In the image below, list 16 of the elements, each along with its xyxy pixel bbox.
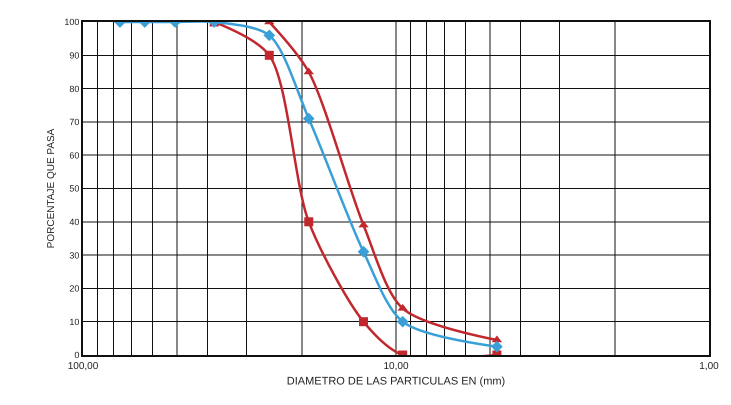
y-tick-label: 70 xyxy=(69,117,80,128)
y-tick-label: 90 xyxy=(69,50,80,60)
y-tick-label: 10 xyxy=(69,316,80,327)
y-tick-label: 80 xyxy=(69,84,80,94)
y-tick-label: 40 xyxy=(69,216,80,227)
y-tick-label: 100 xyxy=(64,17,80,28)
y-tick-label: 0 xyxy=(74,350,80,360)
y-tick-label: 30 xyxy=(69,250,80,260)
x-axis-title: DIAMETRO DE LAS PARTICULAS EN (mm) xyxy=(286,375,506,388)
x-tick-label: 1,00 xyxy=(699,360,720,372)
y-tick-label: 60 xyxy=(69,150,80,160)
x-tick-label: 10,00 xyxy=(383,360,409,372)
y-tick-label: 20 xyxy=(69,284,80,294)
y-axis-title: PORCENTAJE QUE PASA xyxy=(46,128,57,248)
x-tick-label: 100,00 xyxy=(68,360,99,372)
y-tick-label: 50 xyxy=(69,184,80,194)
